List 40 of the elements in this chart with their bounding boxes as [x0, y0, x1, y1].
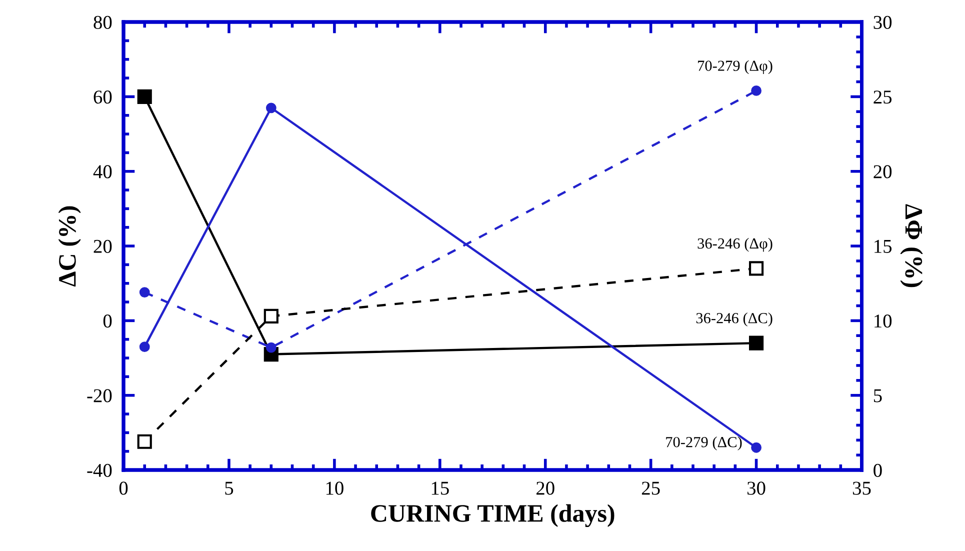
- point: [139, 287, 150, 298]
- y-tick-label: -40: [87, 464, 112, 477]
- point: [748, 336, 764, 350]
- point: [751, 86, 762, 96]
- x-tick-label: 10: [326, 482, 344, 495]
- annotation: 70-279 (Δφ): [698, 60, 772, 74]
- y-tick-label: 20: [94, 240, 112, 253]
- y-tick-label: 40: [93, 165, 112, 178]
- annotation: 36-246 (ΔC): [696, 312, 772, 326]
- x-tick-label: 25: [642, 482, 660, 495]
- point: [751, 442, 762, 453]
- y-tick-label: 80: [94, 16, 112, 29]
- y2-tick-label: 0: [874, 464, 882, 477]
- y2-tick-label: 5: [874, 389, 882, 402]
- y-tick-label: 60: [94, 90, 112, 104]
- y-axis-title: ΔC (%): [58, 206, 81, 286]
- y2-tick-label: 25: [874, 90, 892, 104]
- annotation: 70-279 (ΔC): [666, 436, 742, 450]
- x-tick-label: 30: [747, 482, 766, 495]
- annotation: 36-246 (Δφ): [698, 238, 772, 252]
- point: [748, 261, 764, 276]
- y-tick-label: 0: [103, 314, 112, 328]
- y-tick-label: -20: [87, 389, 112, 402]
- point: [137, 434, 152, 449]
- x-axis-title: CURING TIME (days): [371, 504, 614, 528]
- x-tick-label: 5: [225, 482, 234, 495]
- x-tick-label: 35: [852, 482, 871, 495]
- y2-tick-label: 20: [874, 165, 892, 178]
- point: [139, 342, 150, 352]
- y2-tick-label: 30: [874, 16, 892, 29]
- point: [137, 89, 152, 104]
- y2-tick-label: 15: [874, 240, 892, 253]
- y2-tick-label: 10: [874, 314, 892, 328]
- point: [264, 308, 278, 324]
- x-tick-label: 15: [432, 482, 449, 495]
- x-tick-label: 20: [536, 482, 554, 495]
- point: [266, 102, 276, 114]
- point: [266, 342, 276, 353]
- x-tick-label: 0: [119, 482, 128, 495]
- y2-axis-title: ΔΦ (%): [900, 204, 923, 288]
